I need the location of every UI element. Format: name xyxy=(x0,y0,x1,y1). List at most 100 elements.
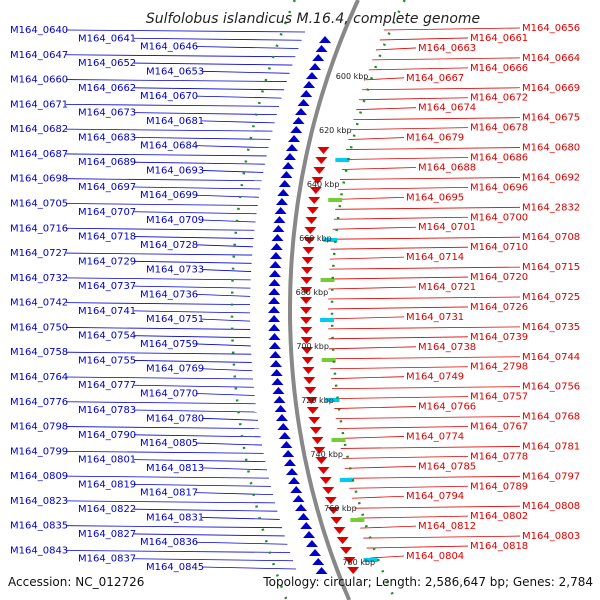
right-gene-link xyxy=(330,376,405,380)
right-gene-label: M164_0749 xyxy=(406,372,464,383)
right-gene-label: M164_0803 xyxy=(522,531,580,542)
left-gene-label: M164_0741 xyxy=(78,306,136,317)
plus-strand-gene xyxy=(309,427,322,434)
plus-strand-gene xyxy=(300,277,313,284)
right-gene-label: M164_0664 xyxy=(522,53,580,64)
minus-strand-gene xyxy=(315,567,328,574)
minus-strand-gene xyxy=(273,396,286,403)
minus-strand-gene xyxy=(300,522,313,529)
minus-strand-gene xyxy=(280,171,293,178)
right-gene-label: M164_0767 xyxy=(470,421,528,432)
left-gene-label: M164_0689 xyxy=(78,157,136,168)
minus-strand-gene xyxy=(282,450,295,457)
left-gene-label: M164_0662 xyxy=(78,83,136,94)
left-gene-label: M164_0705 xyxy=(10,198,68,209)
left-gene-link xyxy=(133,360,252,363)
left-gene-label: M164_0801 xyxy=(78,455,136,466)
left-gene-link xyxy=(133,112,277,116)
minus-strand-gene xyxy=(305,72,318,79)
right-gene-label: M164_0812 xyxy=(418,521,476,532)
left-gene-link xyxy=(201,368,253,372)
scale-label: 780 kbp xyxy=(342,558,375,567)
right-gene-link xyxy=(331,386,521,390)
right-gene-label: M164_0692 xyxy=(522,172,580,183)
right-gene-link xyxy=(339,177,521,180)
right-gene-label: M164_0708 xyxy=(522,232,580,243)
right-gene-link xyxy=(335,416,521,419)
right-gene-label: M164_0688 xyxy=(418,162,476,173)
plus-strand-gene xyxy=(327,507,340,514)
left-gene-link xyxy=(65,252,253,256)
right-gene-label: M164_0789 xyxy=(470,481,528,492)
right-gene-link xyxy=(333,216,469,220)
scale-label: 660 kbp xyxy=(299,234,332,243)
left-gene-link xyxy=(195,194,259,198)
right-gene-label: M164_0818 xyxy=(470,541,528,552)
right-gene-link xyxy=(346,475,521,479)
right-gene-label: M164_0720 xyxy=(470,272,528,283)
minus-strand-gene xyxy=(283,459,296,466)
left-gene-label: M164_0699 xyxy=(140,190,198,201)
right-gene-link xyxy=(346,147,521,150)
left-gene-label: M164_0728 xyxy=(140,240,198,251)
left-gene-link xyxy=(201,170,264,173)
right-gene-link xyxy=(362,87,521,91)
plus-strand-gene xyxy=(305,397,318,404)
left-gene-link xyxy=(195,442,263,446)
right-gene-link xyxy=(351,495,405,499)
right-gene-label: M164_0778 xyxy=(470,451,528,462)
gene-block xyxy=(321,358,336,362)
right-gene-label: M164_0715 xyxy=(522,262,580,273)
right-gene-label: M164_0744 xyxy=(522,352,580,363)
right-gene-link xyxy=(354,505,521,509)
right-gene-link xyxy=(329,256,405,260)
left-gene-label: M164_0750 xyxy=(10,322,68,333)
minus-strand-gene xyxy=(283,153,296,160)
plus-strand-gene xyxy=(333,527,346,534)
right-gene-label: M164_0726 xyxy=(470,302,528,313)
genome-summary: Topology: circular; Length: 2,586,647 bp… xyxy=(262,575,593,589)
left-gene-label: M164_0799 xyxy=(10,446,68,457)
left-gene-link xyxy=(133,62,293,66)
minus-strand-gene xyxy=(270,243,283,250)
left-gene-label: M164_0646 xyxy=(140,42,198,53)
left-gene-link xyxy=(195,541,288,545)
plus-strand-gene xyxy=(347,567,360,574)
right-gene-link xyxy=(329,266,521,270)
right-gene-label: M164_0663 xyxy=(418,43,476,54)
plus-strand-gene xyxy=(340,547,352,554)
left-gene-label: M164_0831 xyxy=(146,512,204,523)
left-gene-link xyxy=(195,393,255,396)
left-gene-link xyxy=(201,467,268,471)
left-gene-link xyxy=(195,145,269,149)
scale-label: 720 kbp xyxy=(301,396,334,405)
right-gene-link xyxy=(379,37,469,41)
plus-strand-gene xyxy=(336,537,349,544)
scale-label: 620 kbp xyxy=(319,126,352,135)
plus-strand-gene xyxy=(306,207,319,214)
left-gene-link xyxy=(195,95,282,99)
left-gene-link xyxy=(65,351,252,355)
left-gene-label: M164_0845 xyxy=(146,562,204,573)
plus-strand-gene xyxy=(313,447,326,454)
left-gene-label: M164_0770 xyxy=(140,389,198,400)
minus-strand-gene xyxy=(277,423,290,430)
left-gene-label: M164_0754 xyxy=(78,331,136,342)
minus-strand-gene xyxy=(268,279,281,286)
plus-strand-gene xyxy=(309,187,322,194)
plus-strand-gene xyxy=(300,327,313,334)
left-gene-link xyxy=(201,269,252,272)
right-gene-link xyxy=(343,157,469,160)
scale-label: 740 kbp xyxy=(310,450,343,459)
plus-strand-gene xyxy=(308,197,321,204)
minus-strand-gene xyxy=(273,216,286,223)
left-gene-link xyxy=(65,277,251,281)
minus-strand-gene xyxy=(315,45,328,52)
plus-strand-gene xyxy=(301,357,314,364)
plus-strand-gene xyxy=(303,237,316,244)
map-title: Sulfolobus islandicus M.16.4, complete g… xyxy=(146,11,480,27)
left-gene-link xyxy=(133,459,266,462)
scale-label: 680 kbp xyxy=(296,288,329,297)
right-gene-link xyxy=(360,525,417,529)
